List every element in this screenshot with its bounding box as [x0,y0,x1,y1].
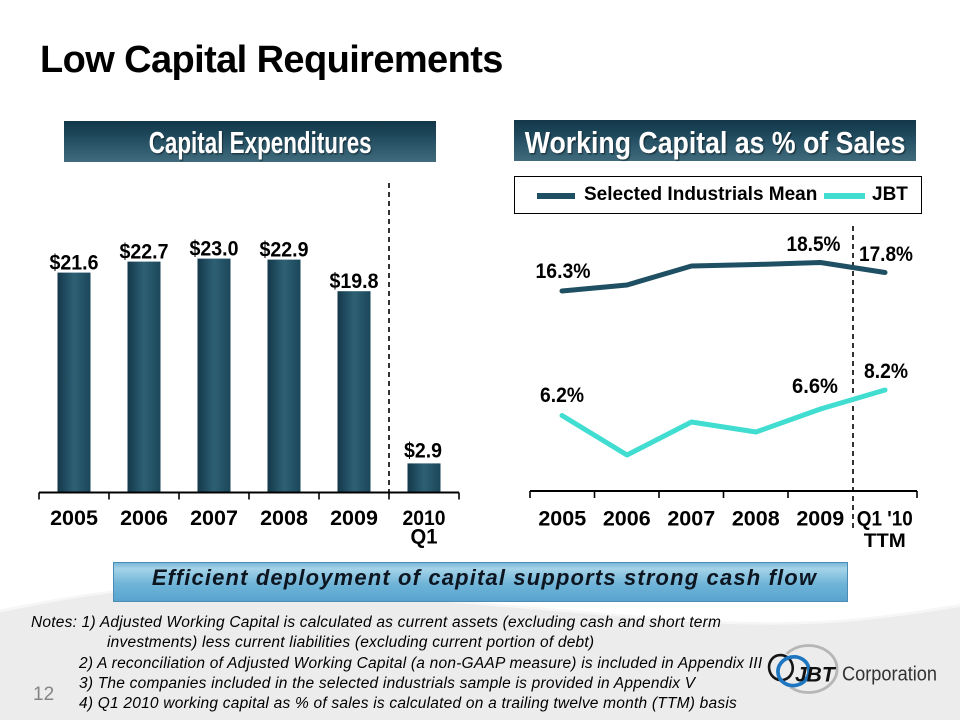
svg-text:18.5%: 18.5% [787,232,841,256]
svg-text:$22.7: $22.7 [120,240,169,264]
svg-text:$21.6: $21.6 [50,251,99,275]
svg-text:$22.9: $22.9 [260,238,309,262]
svg-text:$19.8: $19.8 [330,269,379,293]
svg-text:$23.0: $23.0 [190,237,239,261]
svg-text:17.8%: 17.8% [859,242,913,266]
svg-text:2008: 2008 [260,506,308,530]
svg-text:2005: 2005 [538,507,586,531]
svg-text:8.2%: 8.2% [864,359,908,383]
svg-text:16.3%: 16.3% [536,259,591,283]
svg-text:TTM: TTM [864,530,906,552]
svg-text:2009: 2009 [796,507,844,531]
svg-text:JBT: JBT [795,664,837,687]
svg-text:2007: 2007 [190,506,238,530]
svg-text:$2.9: $2.9 [404,439,442,463]
svg-text:2005: 2005 [50,506,98,530]
svg-text:Corporation: Corporation [842,664,937,686]
svg-text:2008: 2008 [732,507,780,531]
svg-text:2007: 2007 [667,507,715,531]
svg-text:2006: 2006 [120,506,168,530]
svg-text:2009: 2009 [330,506,378,530]
svg-text:6.2%: 6.2% [540,383,584,407]
svg-text:Q1: Q1 [411,525,438,549]
svg-text:2006: 2006 [603,507,651,531]
svg-text:2010: 2010 [403,506,446,530]
svg-text:Q1 '10: Q1 '10 [857,507,913,531]
svg-text:6.6%: 6.6% [792,374,838,398]
